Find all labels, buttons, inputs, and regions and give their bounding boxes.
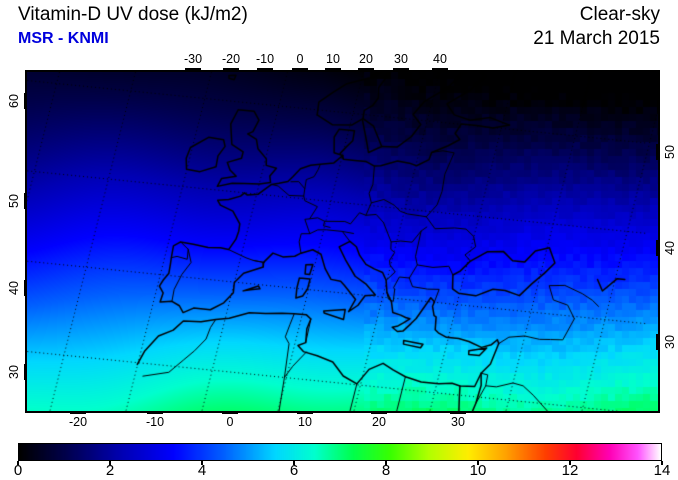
axis-tick-mark-top — [325, 68, 341, 71]
colorbar-tick-label: 2 — [105, 462, 115, 479]
colorbar-tick-mark — [17, 461, 19, 465]
date-label: 21 March 2015 — [533, 28, 660, 49]
axis-tick-mark-right — [656, 334, 659, 350]
axis-tick-mark-top — [292, 68, 308, 71]
colorbar-tick-mark — [109, 461, 111, 465]
colorbar-tick-label: 4 — [197, 462, 207, 479]
longitude-tick-top: -30 — [183, 52, 203, 66]
longitude-tick-top: -10 — [255, 52, 275, 66]
longitude-tick-top: 30 — [394, 52, 408, 66]
axis-tick-mark-bottom — [371, 411, 387, 414]
colorbar-tick-label: 14 — [653, 462, 671, 479]
source-label: MSR - KNMI — [18, 30, 109, 47]
longitude-tick-top: 0 — [296, 52, 304, 66]
condition-label: Clear-sky — [579, 4, 660, 25]
colorbar-tick-mark — [661, 461, 663, 465]
longitude-tick-top: 40 — [433, 52, 447, 66]
axis-tick-mark-right — [656, 240, 659, 256]
colorbar-tick-label: 0 — [13, 462, 23, 479]
axis-tick-mark-bottom — [70, 411, 86, 414]
axis-tick-mark-top — [432, 68, 448, 71]
latitude-tick-left: 30 — [7, 365, 21, 379]
colorbar-tick-label: 8 — [381, 462, 391, 479]
map-plot-area — [25, 70, 660, 413]
longitude-tick-bottom: 0 — [226, 415, 234, 429]
axis-tick-mark-left — [24, 280, 27, 296]
latitude-tick-right: 50 — [663, 145, 677, 159]
colorbar-tick-mark — [385, 461, 387, 465]
longitude-tick-top: 20 — [359, 52, 373, 66]
colorbar-tick-label: 12 — [561, 462, 579, 479]
latitude-tick-left: 60 — [7, 94, 21, 108]
colorbar-tick-label: 10 — [469, 462, 487, 479]
axis-tick-mark-bottom — [297, 411, 313, 414]
axis-tick-mark-left — [24, 364, 27, 380]
longitude-tick-bottom: 30 — [451, 415, 465, 429]
uv-dose-heatmap — [27, 72, 658, 411]
longitude-tick-top: -20 — [221, 52, 241, 66]
colorbar-gradient — [18, 443, 662, 461]
longitude-tick-bottom: 20 — [372, 415, 386, 429]
longitude-tick-bottom: -20 — [68, 415, 88, 429]
colorbar-tick-mark — [477, 461, 479, 465]
axis-tick-mark-right — [656, 144, 659, 160]
latitude-tick-left: 50 — [7, 194, 21, 208]
axis-tick-mark-left — [24, 93, 27, 109]
axis-tick-mark-top — [358, 68, 374, 71]
latitude-tick-right: 30 — [663, 335, 677, 349]
colorbar-tick-mark — [293, 461, 295, 465]
longitude-tick-bottom: 10 — [298, 415, 312, 429]
axis-tick-mark-bottom — [147, 411, 163, 414]
axis-tick-mark-top — [257, 68, 273, 71]
axis-tick-mark-top — [185, 68, 201, 71]
latitude-tick-left: 40 — [7, 281, 21, 295]
colorbar-tick-mark — [201, 461, 203, 465]
axis-tick-mark-top — [223, 68, 239, 71]
axis-tick-mark-top — [393, 68, 409, 71]
longitude-tick-bottom: -10 — [145, 415, 165, 429]
colorbar-tick-mark — [569, 461, 571, 465]
latitude-tick-right: 40 — [663, 241, 677, 255]
axis-tick-mark-bottom — [222, 411, 238, 414]
colorbar-tick-label: 6 — [289, 462, 299, 479]
axis-tick-mark-left — [24, 193, 27, 209]
longitude-tick-top: 10 — [326, 52, 340, 66]
colorbar — [18, 443, 662, 461]
page-title: Vitamin-D UV dose (kJ/m2) — [18, 4, 248, 25]
axis-tick-mark-bottom — [450, 411, 466, 414]
